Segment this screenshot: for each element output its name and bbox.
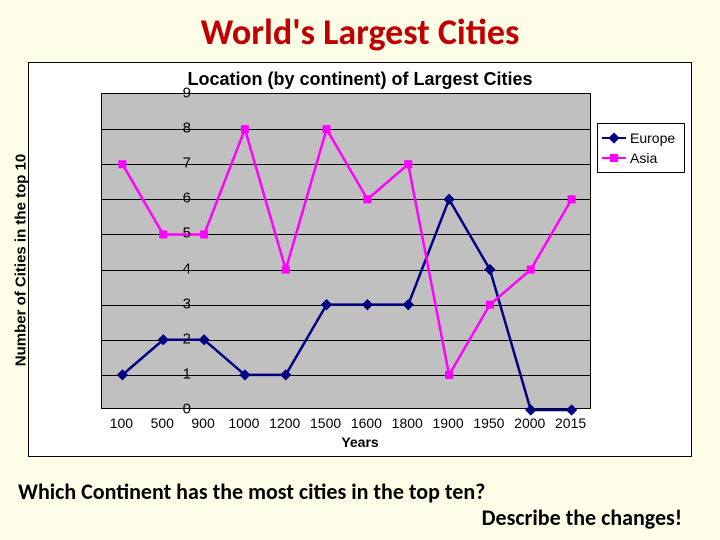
x-tick-label: 500 (151, 415, 174, 431)
y-tick-label: 3 (131, 295, 191, 312)
series-svg (102, 94, 592, 410)
legend: Europe Asia (597, 123, 685, 173)
y-tick-label: 7 (131, 155, 191, 172)
x-tick-label: 1500 (310, 415, 341, 431)
plot-area (101, 93, 591, 409)
marker-asia (200, 230, 208, 238)
slide-title: World's Largest Cities (0, 0, 720, 54)
marker-asia (527, 266, 535, 274)
legend-label: Europe (630, 130, 675, 146)
legend-swatch (602, 157, 626, 159)
y-tick-label: 1 (131, 365, 191, 382)
marker-asia (445, 371, 453, 379)
x-tick-label: 1950 (473, 415, 504, 431)
question-line-1: Which Continent has the most cities in t… (18, 479, 702, 504)
y-tick-label: 5 (131, 225, 191, 242)
y-tick-label: 4 (131, 260, 191, 277)
marker-asia (568, 195, 576, 203)
question-block: Which Continent has the most cities in t… (18, 479, 702, 530)
x-tick-label: 100 (110, 415, 133, 431)
marker-europe (525, 404, 536, 415)
x-tick-label: 1900 (433, 415, 464, 431)
legend-label: Asia (630, 150, 657, 166)
legend-item-europe: Europe (602, 128, 680, 148)
y-axis-title: Number of Cities in the top 10 (13, 153, 30, 366)
x-tick-label: 1000 (228, 415, 259, 431)
x-tick-label: 1600 (351, 415, 382, 431)
marker-asia (323, 125, 331, 133)
y-tick-label: 9 (131, 85, 191, 102)
chart-title: Location (by continent) of Largest Citie… (29, 69, 691, 90)
marker-asia (404, 160, 412, 168)
x-tick-label: 900 (191, 415, 214, 431)
y-tick-label: 2 (131, 330, 191, 347)
chart-frame: Location (by continent) of Largest Citie… (28, 62, 692, 457)
legend-swatch (602, 137, 626, 139)
marker-europe (566, 404, 577, 415)
legend-item-asia: Asia (602, 148, 680, 168)
marker-europe (280, 369, 291, 380)
marker-europe (321, 299, 332, 310)
marker-asia (486, 301, 494, 309)
marker-asia (241, 125, 249, 133)
marker-asia (282, 266, 290, 274)
marker-europe (443, 194, 454, 205)
x-tick-label: 2000 (514, 415, 545, 431)
marker-europe (362, 299, 373, 310)
x-tick-label: 2015 (555, 415, 586, 431)
marker-asia (118, 160, 126, 168)
question-line-2: Describe the changes! (18, 505, 702, 530)
marker-europe (484, 264, 495, 275)
x-axis-title: Years (29, 434, 691, 450)
y-tick-label: 6 (131, 190, 191, 207)
marker-asia (363, 195, 371, 203)
marker-europe (403, 299, 414, 310)
x-tick-label: 1200 (269, 415, 300, 431)
y-tick-label: 8 (131, 120, 191, 137)
x-tick-label: 1800 (392, 415, 423, 431)
